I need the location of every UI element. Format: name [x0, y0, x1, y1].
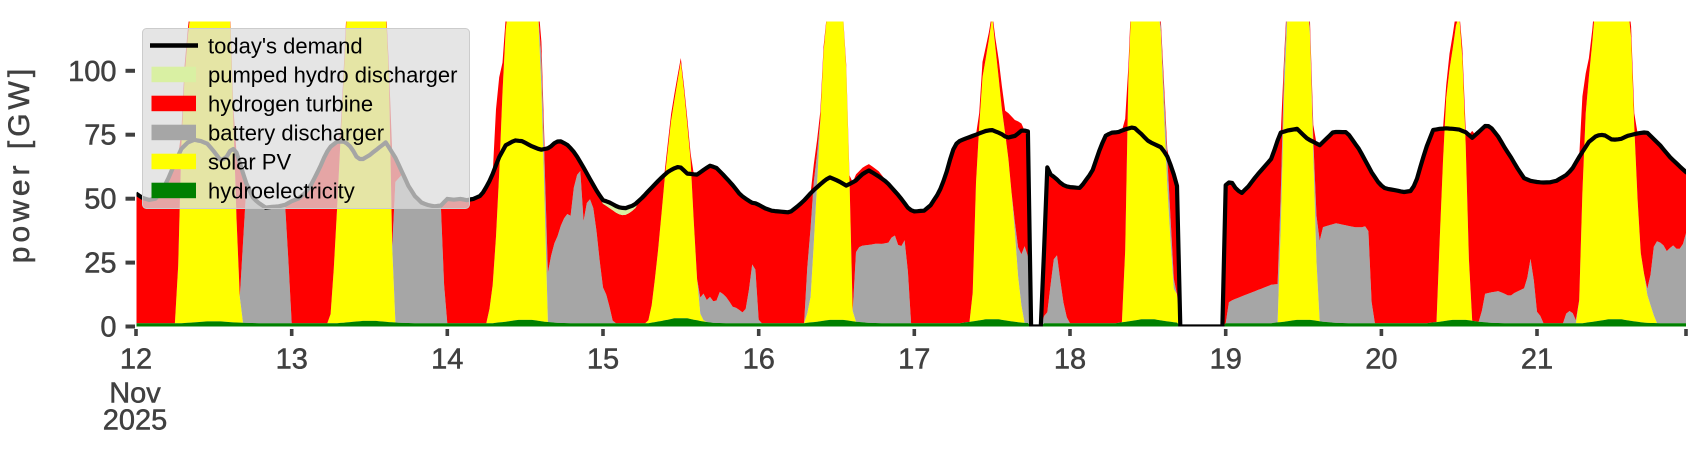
- svg-text:18: 18: [1054, 344, 1086, 376]
- svg-text:50: 50: [84, 184, 116, 216]
- svg-text:12: 12: [120, 344, 152, 376]
- svg-text:13: 13: [276, 344, 308, 376]
- svg-text:battery discharger: battery discharger: [208, 121, 384, 146]
- svg-text:17: 17: [898, 344, 930, 376]
- svg-text:power [GW]: power [GW]: [3, 65, 36, 263]
- svg-text:75: 75: [84, 120, 116, 152]
- svg-text:0: 0: [100, 312, 116, 344]
- svg-text:pumped hydro discharger: pumped hydro discharger: [208, 63, 457, 88]
- svg-text:hydroelectricity: hydroelectricity: [208, 179, 355, 204]
- svg-text:25: 25: [84, 248, 116, 280]
- svg-text:14: 14: [431, 344, 463, 376]
- svg-text:2025: 2025: [103, 405, 168, 437]
- svg-text:solar PV: solar PV: [208, 150, 291, 175]
- svg-text:15: 15: [587, 344, 619, 376]
- svg-text:21: 21: [1521, 344, 1553, 376]
- svg-text:hydrogen turbine: hydrogen turbine: [208, 92, 373, 117]
- svg-text:today's demand: today's demand: [208, 34, 363, 59]
- svg-text:19: 19: [1210, 344, 1242, 376]
- svg-text:20: 20: [1365, 344, 1397, 376]
- svg-text:Nov: Nov: [109, 378, 161, 410]
- svg-text:100: 100: [68, 56, 116, 88]
- svg-text:16: 16: [743, 344, 775, 376]
